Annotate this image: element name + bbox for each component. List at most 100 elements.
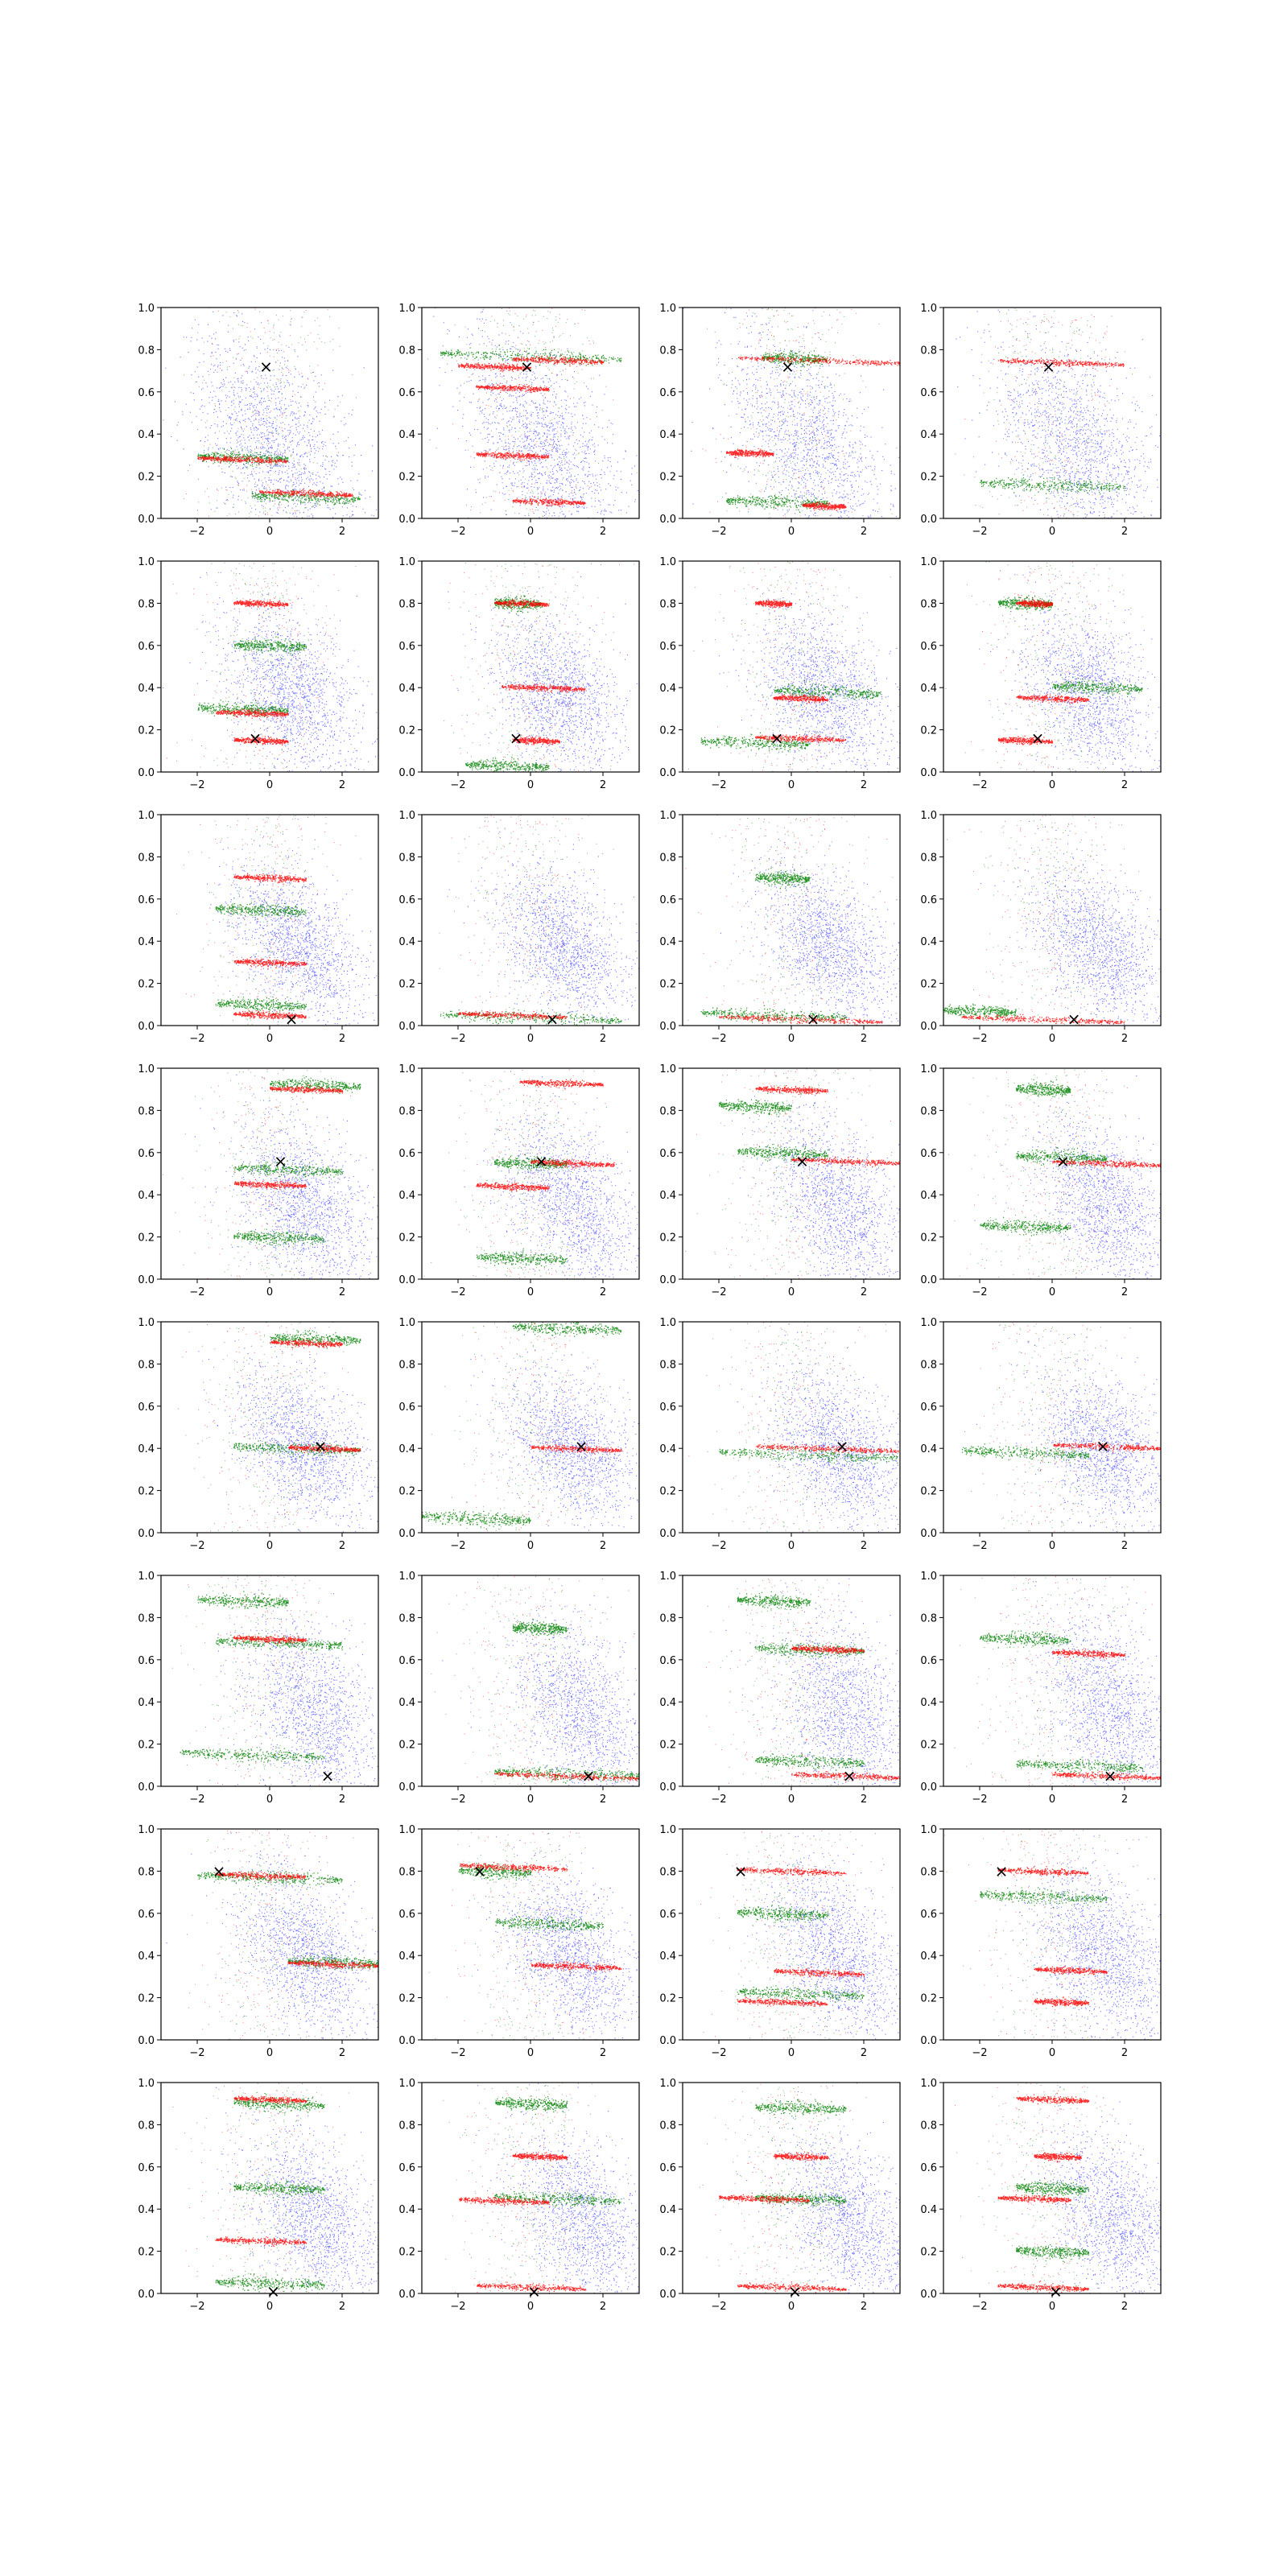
x-tick-label: −2 bbox=[450, 2047, 465, 2059]
y-tick-label: 0.4 bbox=[398, 1697, 415, 1709]
y-tick-label: 0.6 bbox=[138, 641, 155, 653]
x-marker: × bbox=[788, 2281, 802, 2301]
x-tick-label: 0 bbox=[788, 1794, 795, 1806]
y-tick-label: 0.4 bbox=[920, 1951, 937, 1963]
y-tick-label: 0.4 bbox=[138, 1951, 155, 1963]
y-tick-label: 0.4 bbox=[138, 429, 155, 441]
plot-area bbox=[685, 1068, 949, 1345]
x-marker: × bbox=[527, 2281, 541, 2301]
x-tick-label: 2 bbox=[1121, 2301, 1128, 2313]
plot-area bbox=[946, 562, 1192, 864]
x-marker: × bbox=[510, 729, 523, 748]
red-band-1 bbox=[494, 1771, 640, 1781]
x-marker: × bbox=[781, 357, 795, 376]
y-tick-label: 1.0 bbox=[398, 556, 415, 568]
x-tick-label: 2 bbox=[1121, 1033, 1128, 1045]
y-tick-label: 0.6 bbox=[398, 1148, 415, 1160]
y-tick-label: 0.8 bbox=[920, 345, 937, 357]
x-tick-label: 2 bbox=[861, 1794, 867, 1806]
y-tick-label: 1.0 bbox=[920, 556, 937, 568]
x-tick-label: −2 bbox=[711, 2047, 726, 2059]
x-tick-label: −2 bbox=[972, 2301, 987, 2313]
y-tick-label: 0.4 bbox=[398, 1951, 415, 1963]
x-marker: × bbox=[249, 729, 262, 748]
y-tick-label: 0.0 bbox=[398, 1781, 415, 1794]
y-tick-label: 1.0 bbox=[398, 1063, 415, 1075]
x-tick-label: 2 bbox=[339, 1540, 345, 1552]
y-tick-label: 0.0 bbox=[920, 1021, 937, 1033]
y-tick-label: 1.0 bbox=[398, 303, 415, 315]
y-tick-label: 0.6 bbox=[659, 1655, 676, 1667]
blue-point-cloud bbox=[470, 1334, 666, 1566]
y-tick-label: 0.2 bbox=[138, 2247, 155, 2259]
x-tick-label: −2 bbox=[972, 1794, 987, 1806]
axes-frame bbox=[161, 1068, 378, 1279]
y-tick-label: 0.2 bbox=[138, 1232, 155, 1245]
red-band-2 bbox=[1017, 694, 1089, 704]
y-tick-label: 0.2 bbox=[398, 1740, 415, 1752]
y-tick-label: 1.0 bbox=[138, 1824, 155, 1836]
subplot-r1-c4: ×0.00.20.40.60.81.0−2 0 2 bbox=[920, 294, 1207, 623]
green-scatter-points bbox=[939, 1577, 1133, 1786]
x-tick-label: 0 bbox=[527, 1033, 534, 1045]
y-tick-label: 1.0 bbox=[398, 810, 415, 822]
x-tick-label: 2 bbox=[600, 1033, 606, 1045]
subplot-r1-c2: ×0.00.20.40.60.81.0−2 0 2 bbox=[398, 275, 673, 617]
green-band-2 bbox=[233, 637, 307, 656]
green-band-1 bbox=[1016, 2180, 1089, 2197]
x-tick-label: 0 bbox=[788, 1286, 795, 1298]
plot-area bbox=[444, 543, 663, 824]
y-tick-label: 0.0 bbox=[398, 2289, 415, 2301]
green-scatter-points bbox=[964, 1324, 1185, 1532]
y-tick-label: 0.8 bbox=[138, 1612, 155, 1624]
y-tick-label: 0.4 bbox=[920, 936, 937, 948]
subplot-r4-c4: ×0.00.20.40.60.81.0−2 0 2 bbox=[920, 1059, 1203, 1344]
x-marker: × bbox=[575, 1437, 588, 1456]
y-tick-label: 0.6 bbox=[920, 1402, 937, 1414]
axes-frame bbox=[422, 1575, 639, 1786]
x-tick-label: −2 bbox=[711, 1286, 726, 1298]
x-tick-label: 0 bbox=[788, 1540, 795, 1552]
red-scatter-points bbox=[159, 2087, 390, 2293]
green-scatter-points bbox=[682, 1832, 893, 2040]
x-tick-label: −2 bbox=[189, 2047, 204, 2059]
x-tick-label: 0 bbox=[266, 526, 273, 538]
y-tick-label: 0.4 bbox=[659, 936, 676, 948]
x-tick-label: 2 bbox=[1121, 526, 1128, 538]
blue-point-cloud bbox=[167, 1829, 428, 2089]
red-band-3 bbox=[513, 2152, 568, 2161]
y-tick-label: 0.0 bbox=[920, 2289, 937, 2301]
y-tick-label: 0.2 bbox=[920, 2247, 937, 2259]
y-tick-label: 0.4 bbox=[138, 936, 155, 948]
green-band-2 bbox=[422, 1509, 531, 1530]
y-tick-label: 0.2 bbox=[920, 1232, 937, 1245]
x-tick-label: 0 bbox=[1049, 2047, 1055, 2059]
blue-point-cloud bbox=[122, 243, 399, 618]
x-tick-label: 0 bbox=[1049, 779, 1055, 791]
y-tick-label: 0.6 bbox=[398, 894, 415, 906]
x-tick-label: −2 bbox=[972, 779, 987, 791]
y-tick-label: 0.8 bbox=[398, 1359, 415, 1371]
plot-area bbox=[940, 294, 1208, 623]
y-tick-label: 0.2 bbox=[920, 1486, 937, 1498]
green-band-3 bbox=[737, 1591, 811, 1610]
axes-frame bbox=[943, 1322, 1161, 1533]
y-tick-label: 1.0 bbox=[659, 1824, 676, 1836]
subplot-r4-c2: ×0.00.20.40.60.81.0−2 0 2 bbox=[398, 1059, 684, 1333]
green-scatter-points bbox=[185, 1323, 361, 1534]
y-tick-label: 0.4 bbox=[138, 683, 155, 695]
y-tick-label: 0.8 bbox=[920, 852, 937, 864]
y-tick-label: 0.0 bbox=[398, 1274, 415, 1286]
x-tick-label: 0 bbox=[527, 526, 534, 538]
y-tick-label: 0.6 bbox=[659, 641, 676, 653]
x-tick-label: −2 bbox=[450, 1286, 465, 1298]
x-marker: × bbox=[795, 1151, 809, 1170]
plot-area bbox=[167, 1829, 428, 2089]
axes-frame bbox=[683, 2083, 900, 2293]
x-marker: × bbox=[1056, 1151, 1070, 1170]
y-tick-label: 0.2 bbox=[659, 2247, 676, 2259]
y-tick-label: 0.2 bbox=[659, 725, 676, 737]
y-tick-label: 0.8 bbox=[920, 598, 937, 610]
subplot-r3-c1: ×0.00.20.40.60.81.0−2 0 2 bbox=[138, 772, 427, 1072]
axes-frame bbox=[161, 1575, 378, 1786]
